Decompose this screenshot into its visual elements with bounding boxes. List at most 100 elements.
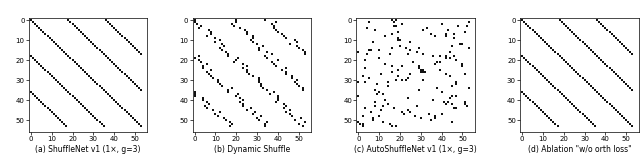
Point (32, 97, 42, 99)
Point (387, 125, 397, 127)
Point (76, 67, 86, 69)
Point (426, 33, 436, 35)
Point (262, 57, 273, 59)
Point (554, 19, 564, 21)
Point (534, 35, 544, 37)
Point (189, 19, 200, 21)
Point (565, 65, 575, 67)
Point (241, 69, 252, 71)
Point (269, 63, 279, 65)
Point (136, 125, 147, 127)
Point (82, 109, 92, 111)
Point (611, 109, 621, 111)
Point (586, 85, 596, 87)
Point (441, 35, 451, 37)
Point (397, 65, 407, 67)
Point (97, 123, 107, 125)
Point (298, 89, 308, 91)
Point (115, 33, 125, 35)
Point (540, 77, 550, 79)
Point (65, 21, 76, 23)
Point (90, 81, 100, 83)
Point (100, 55, 111, 57)
X-axis label: (c) AutoShuffleNet v1 (1×, g=3): (c) AutoShuffleNet v1 (1×, g=3) (355, 145, 477, 154)
Point (113, 103, 124, 105)
Point (584, 119, 594, 121)
Point (612, 75, 623, 77)
Point (117, 107, 127, 109)
Point (82, 37, 92, 39)
Point (269, 27, 279, 30)
Point (403, 77, 413, 79)
Point (241, 65, 252, 67)
Point (47, 75, 57, 77)
Point (584, 47, 594, 49)
Point (298, 49, 308, 51)
Point (53, 117, 63, 119)
Point (223, 53, 233, 55)
Point (519, 93, 529, 95)
Point (542, 43, 552, 45)
Point (219, 117, 229, 119)
Point (107, 25, 117, 27)
Point (120, 73, 130, 75)
Point (441, 73, 451, 75)
Point (451, 59, 461, 61)
Point (103, 21, 113, 23)
Point (559, 59, 569, 61)
Point (285, 109, 296, 111)
Point (289, 81, 300, 83)
Point (383, 103, 393, 105)
Point (57, 85, 67, 87)
Point (70, 25, 80, 27)
Point (387, 47, 397, 49)
Point (111, 101, 122, 103)
Point (88, 115, 99, 117)
Point (609, 71, 619, 73)
Point (63, 55, 74, 57)
Point (525, 27, 536, 30)
Point (84, 111, 94, 113)
Point (615, 41, 625, 43)
Point (189, 57, 200, 59)
Point (540, 113, 550, 115)
Point (219, 45, 229, 47)
Point (460, 73, 470, 75)
Point (546, 119, 556, 121)
Point (582, 45, 592, 47)
Point (105, 59, 115, 61)
Point (517, 19, 527, 21)
Point (214, 111, 225, 113)
Point (298, 125, 308, 127)
Point (532, 33, 542, 35)
Point (248, 41, 258, 43)
Point (550, 123, 561, 125)
Point (355, 123, 365, 125)
Point (74, 65, 84, 67)
Point (426, 119, 436, 121)
Point (120, 109, 130, 111)
Point (542, 79, 552, 81)
Point (86, 113, 97, 115)
Point (449, 33, 460, 35)
Point (198, 67, 208, 69)
Point (538, 111, 548, 113)
Point (258, 45, 268, 47)
Point (374, 57, 385, 59)
Point (196, 25, 206, 27)
Point (78, 33, 88, 35)
Point (418, 71, 428, 73)
Point (254, 77, 264, 79)
Point (387, 71, 397, 73)
Point (416, 69, 426, 71)
Point (246, 39, 256, 41)
Point (136, 53, 147, 55)
Point (191, 23, 202, 25)
Point (122, 39, 132, 41)
Point (548, 85, 559, 87)
Point (435, 69, 445, 71)
Point (124, 77, 134, 79)
Point (387, 65, 397, 67)
Point (225, 121, 235, 123)
Point (391, 79, 401, 81)
